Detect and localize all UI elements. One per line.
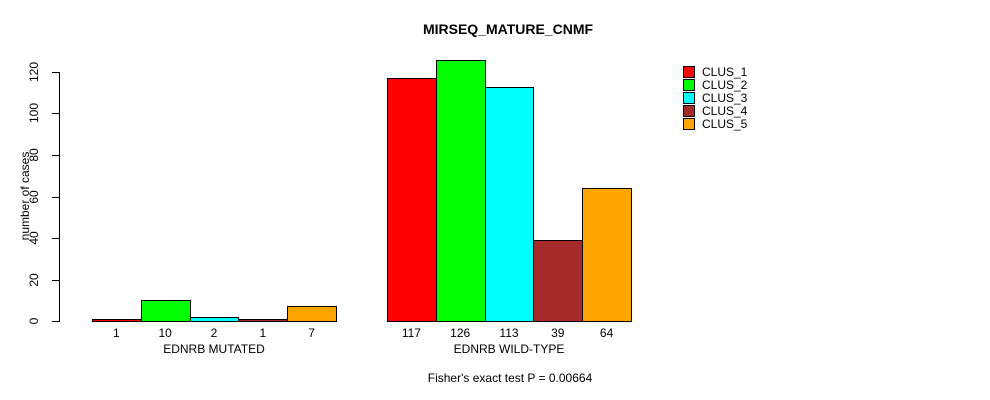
legend-label: CLUS_2 (702, 78, 748, 93)
y-tick-label: 120 (27, 61, 41, 83)
fisher-test-annotation: Fisher's exact test P = 0.00664 (427, 371, 593, 385)
chart-title: MIRSEQ_MATURE_CNMF (422, 21, 594, 37)
bar-clus_4 (238, 319, 288, 322)
y-axis-line (59, 72, 60, 322)
y-tick (52, 72, 59, 73)
legend-item: CLUS_3 (683, 91, 748, 105)
legend-label: CLUS_1 (702, 65, 748, 80)
legend-label: CLUS_3 (702, 91, 748, 105)
x-group-label: EDNRB WILD-TYPE (453, 342, 565, 356)
bar-value-label: 113 (499, 326, 519, 340)
legend-label: CLUS_4 (702, 103, 748, 118)
bar-value-label: 1 (113, 326, 120, 340)
bar-clus_5 (582, 188, 632, 322)
legend: CLUS_1 CLUS_2 CLUS_3 CLUS_4 CLUS_5 (683, 65, 748, 131)
bar-clus_3 (190, 317, 239, 322)
bar-value-label: 39 (551, 326, 565, 340)
y-tick-label: 0 (27, 317, 41, 325)
y-tick (52, 280, 59, 281)
legend-item: CLUS_1 (683, 65, 748, 80)
bar-clus_2 (141, 300, 191, 322)
y-tick (52, 155, 59, 156)
bar-value-label: 10 (158, 326, 172, 340)
legend-swatch (683, 104, 695, 117)
legend-item: CLUS_2 (683, 78, 748, 93)
bar-value-label: 1 (259, 326, 267, 340)
bar-value-label: 2 (210, 326, 218, 340)
y-tick-label: 20 (27, 273, 41, 287)
y-tick (52, 321, 59, 322)
bar-value-label: 7 (308, 326, 315, 340)
legend-item: CLUS_4 (683, 103, 748, 118)
bar-value-label: 117 (401, 326, 421, 340)
bar-clus_1 (92, 319, 142, 322)
bar-clus_3 (485, 87, 534, 322)
y-tick (52, 238, 59, 239)
legend-swatch (683, 91, 695, 104)
bar-clus_4 (533, 240, 583, 322)
legend-label: CLUS_5 (702, 116, 748, 131)
y-tick (52, 113, 59, 114)
bar-clus_2 (436, 60, 486, 322)
y-tick-label: 60 (27, 190, 41, 204)
legend-swatch (683, 79, 695, 92)
y-tick-label: 40 (27, 231, 41, 245)
legend-item: CLUS_5 (683, 116, 748, 131)
x-group-label: EDNRB MUTATED (163, 342, 265, 356)
legend-swatch (683, 117, 695, 130)
bar-value-label: 64 (599, 326, 614, 340)
legend-swatch (683, 66, 695, 79)
y-tick (52, 197, 59, 198)
bar-value-label: 126 (450, 326, 471, 340)
bar-clus_1 (387, 78, 437, 322)
y-tick-label: 100 (27, 102, 41, 124)
y-tick-label: 80 (27, 148, 41, 162)
bar-clus_5 (287, 306, 337, 322)
